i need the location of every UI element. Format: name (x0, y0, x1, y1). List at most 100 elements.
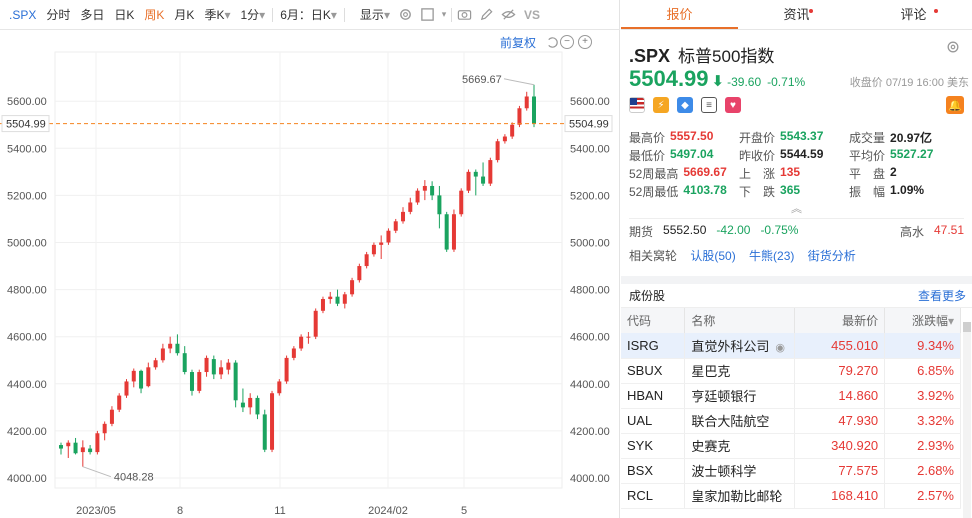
tab-news[interactable]: 资讯 (738, 0, 855, 29)
table-row[interactable]: BSX 波士顿科学 77.575 2.68% (621, 458, 961, 484)
candle-body[interactable] (313, 310, 318, 337)
candle-body[interactable] (102, 423, 107, 434)
gear-icon[interactable] (946, 40, 960, 57)
eye-off-icon[interactable] (498, 4, 520, 26)
col-change-pct[interactable]: 涨跌幅▾ (884, 308, 961, 333)
candle-body[interactable] (502, 136, 507, 142)
candle-body[interactable] (320, 299, 325, 311)
bell-icon[interactable]: 🔔 (946, 96, 964, 114)
candle-body[interactable] (233, 362, 238, 401)
table-row[interactable]: UAL 联合大陆航空 47.930 3.32% (621, 408, 961, 434)
candle-body[interactable] (408, 202, 413, 212)
candle-body[interactable] (350, 280, 355, 295)
candle-body[interactable] (371, 244, 376, 255)
col-code[interactable]: 代码 (621, 308, 686, 333)
candle-body[interactable] (226, 362, 231, 370)
candle-body[interactable] (481, 176, 486, 184)
candle-body[interactable] (284, 357, 289, 382)
candle-body[interactable] (248, 397, 253, 408)
tab-daily-k[interactable]: 日K (114, 8, 135, 22)
candle-body[interactable] (488, 160, 493, 184)
candle-body[interactable] (175, 343, 180, 354)
col-name[interactable]: 名称 (684, 308, 796, 333)
candle-body[interactable] (270, 393, 275, 450)
warrants-link[interactable]: 认股(50) (690, 249, 736, 263)
candle-body[interactable] (393, 221, 398, 231)
candle-body[interactable] (66, 442, 71, 447)
candle-body[interactable] (473, 171, 478, 177)
candle-body[interactable] (422, 185, 427, 191)
table-row[interactable]: HBAN 亨廷顿银行 14.860 3.92% (621, 383, 961, 409)
candle-body[interactable] (211, 359, 216, 375)
candle-body[interactable] (459, 190, 464, 215)
candle-body[interactable] (240, 402, 245, 408)
candle-body[interactable] (532, 96, 536, 124)
see-more-link[interactable]: 查看更多 (917, 289, 966, 303)
candle-body[interactable] (124, 381, 129, 396)
candle-body[interactable] (153, 360, 158, 368)
candle-body[interactable] (510, 124, 515, 137)
display-dropdown[interactable]: 显示▾ (355, 6, 395, 23)
lightning-icon[interactable]: ⚡ (653, 97, 669, 113)
expand-icon[interactable]: ︽ (791, 203, 802, 215)
table-row[interactable]: SYK 史赛克 340.920 2.93% (621, 433, 961, 459)
candle-body[interactable] (437, 195, 442, 215)
candle-body[interactable] (73, 442, 78, 454)
bull-bear-link[interactable]: 牛熊(23) (749, 249, 795, 263)
candle-body[interactable] (328, 296, 333, 300)
candle-body[interactable] (109, 409, 114, 424)
candle-body[interactable] (80, 447, 85, 453)
candle-body[interactable] (204, 357, 209, 373)
candle-body[interactable] (451, 214, 456, 250)
candle-body[interactable] (415, 190, 420, 203)
candle-body[interactable] (466, 171, 471, 191)
candle-body[interactable] (146, 367, 151, 387)
candle-body[interactable] (299, 336, 304, 349)
undo-icon[interactable] (544, 34, 560, 50)
candle-body[interactable] (131, 370, 136, 382)
candle-body[interactable] (364, 254, 369, 267)
candle-body[interactable] (189, 372, 194, 391)
candle-body[interactable] (291, 348, 296, 358)
tag-icon[interactable]: ◆ (677, 97, 693, 113)
minute-dropdown[interactable]: 1分▾ (235, 6, 270, 23)
candle-body[interactable] (430, 185, 435, 196)
candle-body[interactable] (255, 397, 260, 415)
candlestick-chart[interactable]: 4000.00 4000.00 4200.00 4200.00 4400.00 4400.… (0, 30, 620, 518)
street-analysis-link[interactable]: 街货分析 (807, 249, 856, 263)
table-row[interactable]: SBUX 星巴克 79.270 6.85% (621, 358, 961, 384)
season-dropdown[interactable]: 季K▾ (199, 6, 235, 23)
candle-body[interactable] (262, 414, 267, 450)
candle-body[interactable] (160, 348, 165, 361)
candle-body[interactable] (59, 445, 63, 449)
candle-body[interactable] (517, 108, 522, 125)
candle-body[interactable] (401, 211, 406, 222)
document-icon[interactable]: ≡ (701, 97, 717, 113)
candle-body[interactable] (357, 266, 362, 281)
tab-quote[interactable]: 报价 (621, 0, 738, 29)
candle-body[interactable] (182, 353, 187, 373)
zoom-out-icon[interactable]: − (560, 35, 575, 49)
tab-weekly-k[interactable]: 周K (144, 8, 165, 22)
table-row[interactable]: RCL 皇家加勒比邮轮 168.410 2.57% (621, 483, 961, 509)
candle-body[interactable] (139, 370, 144, 389)
candle-body[interactable] (495, 141, 500, 161)
symbol-label[interactable]: .SPX (9, 7, 37, 22)
square-icon[interactable] (417, 4, 439, 26)
range-dropdown[interactable]: 6月：日K▾ (275, 6, 342, 23)
candle-body[interactable] (117, 395, 122, 410)
candle-body[interactable] (277, 381, 282, 394)
candle-body[interactable] (386, 230, 391, 243)
candle-body[interactable] (88, 448, 93, 453)
candle-body[interactable] (379, 242, 384, 245)
zoom-in-icon[interactable]: + (578, 35, 593, 49)
adjust-mode-button[interactable]: 前复权 (500, 35, 537, 50)
candle-body[interactable] (342, 294, 347, 304)
candle-body[interactable] (95, 433, 100, 453)
candle-body[interactable] (197, 372, 202, 391)
scrollbar[interactable] (963, 322, 971, 518)
candle-body[interactable] (168, 343, 173, 349)
tab-comments[interactable]: 评论 (855, 0, 972, 29)
candle-body[interactable] (306, 336, 311, 338)
candle-body[interactable] (219, 367, 224, 375)
